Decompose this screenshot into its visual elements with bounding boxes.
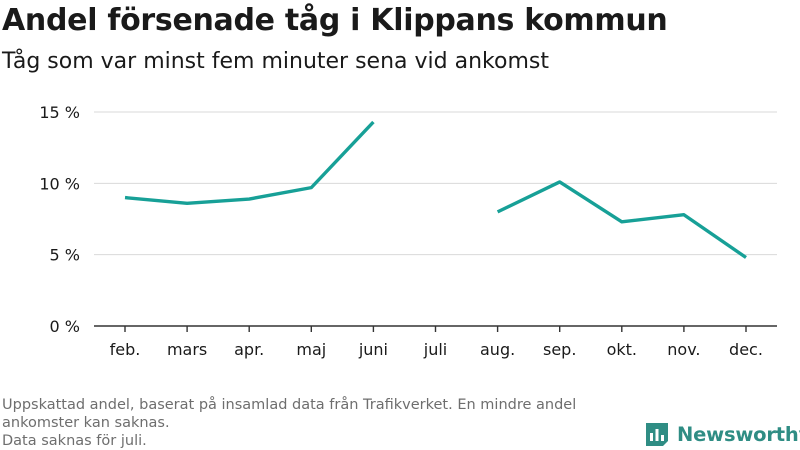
x-tick-label: dec. [729, 340, 763, 359]
x-tick-label: aug. [480, 340, 515, 359]
x-tick-label: juni [358, 340, 388, 359]
series-line-segment [124, 120, 375, 206]
footnote-line-1: Uppskattad andel, baserat på insamlad da… [2, 397, 577, 431]
y-tick-label: 0 % [50, 317, 80, 336]
footnote: Uppskattad andel, baserat på insamlad da… [2, 396, 642, 450]
footnote-line-2: Data saknas för juli. [2, 433, 147, 449]
y-tick-label: 5 % [50, 246, 80, 265]
x-tick-label: mars [167, 340, 207, 359]
x-tick-label: sep. [543, 340, 576, 359]
series-line-segment [496, 180, 747, 259]
chart-title: Andel försenade tåg i Klippans kommun [2, 3, 668, 38]
y-tick-label: 15 % [39, 103, 80, 122]
x-tick-label: feb. [110, 340, 141, 359]
x-tick-label: okt. [607, 340, 637, 359]
chart-subtitle: Tåg som var minst fem minuter sena vid a… [2, 49, 549, 74]
brand-name: Newsworthy [677, 422, 800, 446]
x-tick-label: juli [423, 340, 447, 359]
x-tick-label: maj [296, 340, 326, 359]
newsworthy-logo-icon [646, 423, 668, 446]
y-tick-label: 10 % [39, 174, 80, 193]
x-tick-label: apr. [234, 340, 264, 359]
brand-logo: Newsworthy [644, 420, 800, 448]
x-tick-label: nov. [667, 340, 700, 359]
